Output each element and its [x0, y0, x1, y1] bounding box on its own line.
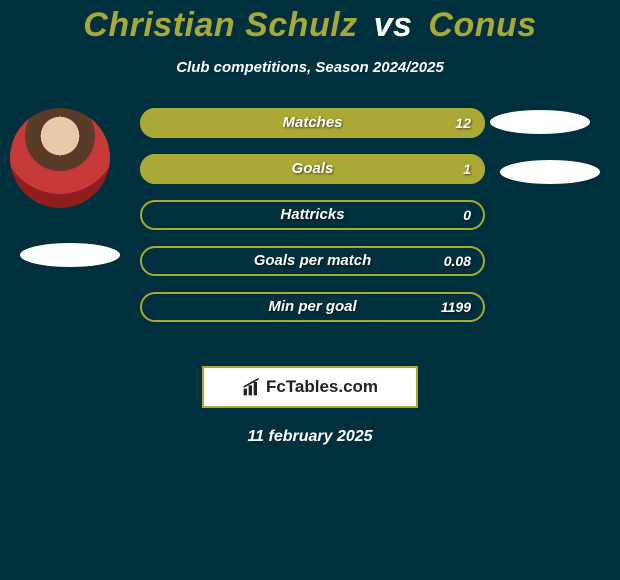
stat-label: Matches	[140, 108, 485, 138]
player1-shadow	[20, 243, 120, 267]
player1-avatar	[10, 108, 110, 208]
page-title: Christian Schulz vs Conus	[0, 0, 620, 45]
stat-value: 1	[463, 154, 471, 184]
stat-value: 0.08	[444, 246, 471, 276]
stat-bars: Matches 12 Goals 1 Hattricks 0 Goals per…	[140, 108, 485, 338]
stat-label: Goals per match	[140, 246, 485, 276]
stat-label: Min per goal	[140, 292, 485, 322]
player2-name: Conus	[428, 6, 536, 44]
stat-value: 1199	[441, 292, 471, 322]
stat-row: Goals per match 0.08	[140, 246, 485, 276]
date-label: 11 february 2025	[0, 428, 620, 446]
stat-label: Goals	[140, 154, 485, 184]
bar-chart-icon	[242, 377, 262, 397]
stat-row: Matches 12	[140, 108, 485, 138]
player2-shadow-1	[490, 110, 590, 134]
stat-value: 0	[463, 200, 471, 230]
fctables-logo[interactable]: FcTables.com	[202, 366, 418, 408]
stat-label: Hattricks	[140, 200, 485, 230]
stat-row: Goals 1	[140, 154, 485, 184]
subtitle: Club competitions, Season 2024/2025	[0, 59, 620, 76]
logo-text: FcTables.com	[266, 377, 378, 397]
comparison-stage: Matches 12 Goals 1 Hattricks 0 Goals per…	[0, 108, 620, 348]
stat-row: Min per goal 1199	[140, 292, 485, 322]
vs-label: vs	[374, 6, 413, 44]
player2-shadow-2	[500, 160, 600, 184]
stat-row: Hattricks 0	[140, 200, 485, 230]
player1-name: Christian Schulz	[83, 6, 357, 44]
stat-value: 12	[455, 108, 471, 138]
